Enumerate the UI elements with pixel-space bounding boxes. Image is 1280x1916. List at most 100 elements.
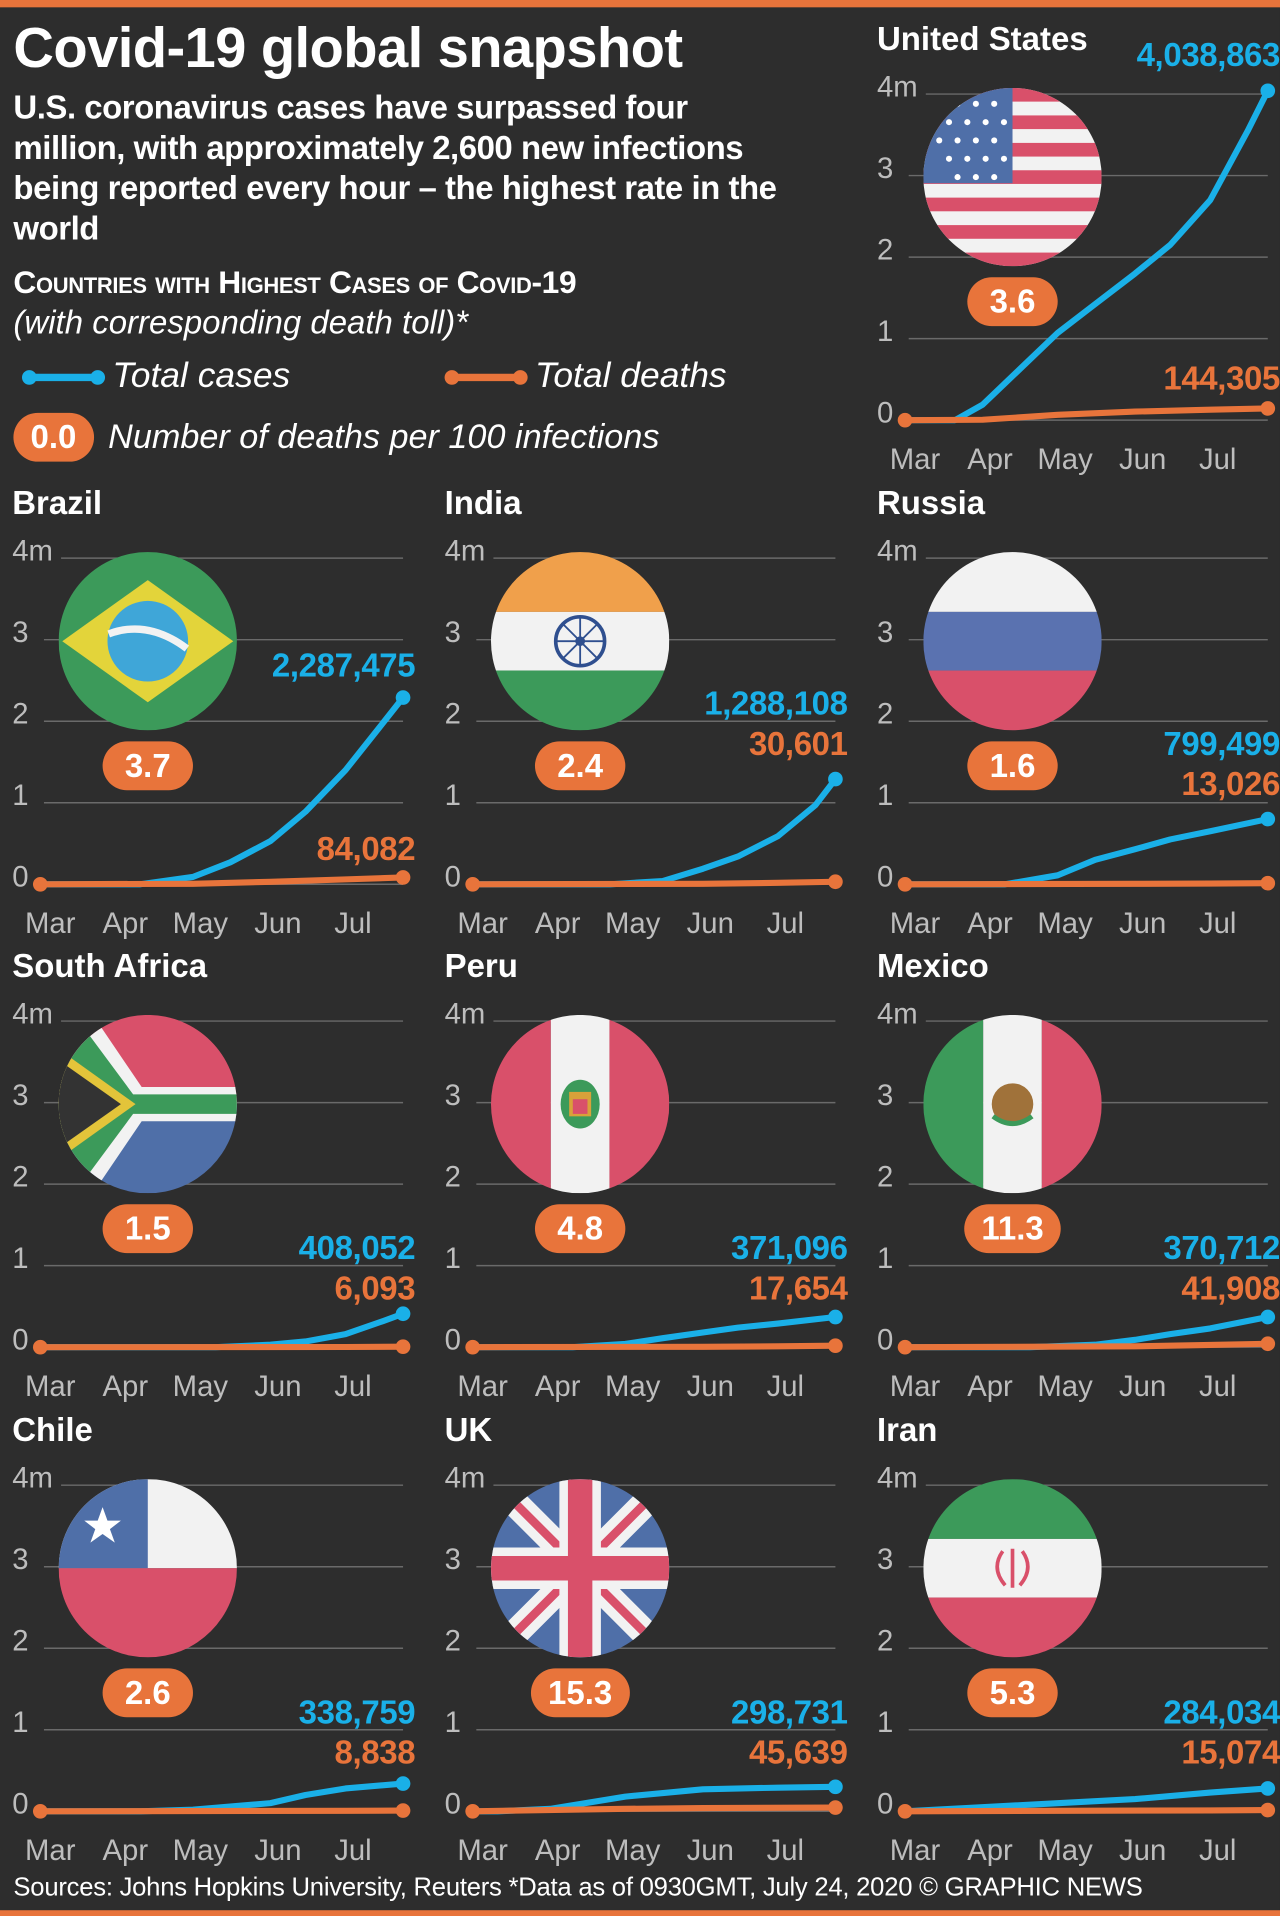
south-africa-flag-icon	[58, 1014, 237, 1194]
deaths-start-point	[32, 1339, 48, 1355]
x-tick-label: Jun	[1119, 907, 1166, 940]
chart-panel-uk: UK 0 1 2 3 4m Mar Apr May Jun Jul 15.3 298,731 45…	[445, 1408, 850, 1872]
death-rate-badge: 15.3	[530, 1668, 630, 1718]
chart-panel-united-states: United States 0 1 2 3 4m Mar Apr May Jun Jul 3.6 …	[877, 17, 1280, 481]
x-tick-label: May	[173, 907, 229, 940]
top-accent-bar	[0, 0, 1280, 8]
y-tick-label: 2	[12, 1625, 28, 1658]
y-tick-label: 4m	[12, 1462, 53, 1495]
subtitle: U.S. coronavirus cases have surpassed fo…	[13, 89, 777, 247]
x-tick-label: Apr	[967, 1370, 1013, 1403]
country-title: Brazil	[12, 484, 103, 522]
chart-lines	[465, 1779, 843, 1819]
cases-end-point	[1260, 83, 1276, 99]
y-tick-label: 4m	[877, 70, 918, 103]
x-tick-label: Jun	[254, 1834, 301, 1867]
cases-end-point	[395, 1306, 411, 1322]
cases-line	[901, 815, 1271, 888]
x-tick-label: May	[605, 907, 661, 940]
x-tick-label: Jun	[687, 907, 734, 940]
x-tick-label: Apr	[535, 1370, 581, 1403]
death-rate-badge: 11.3	[964, 1204, 1061, 1254]
deaths-line	[469, 1342, 839, 1351]
deaths-line	[901, 1807, 1271, 1815]
y-tick-label: 3	[12, 1543, 28, 1576]
chart-panel-south-africa: South Africa 0 1 2 3 4m Mar Apr May Jun Jul 1.5 4…	[12, 944, 417, 1408]
deaths-value-label: 45,639	[748, 1734, 848, 1771]
x-tick-label: May	[1037, 907, 1093, 940]
x-tick-label: Mar	[890, 1834, 941, 1867]
y-tick-label: 3	[12, 616, 28, 649]
x-tick-label: May	[173, 1370, 229, 1403]
cases-end-point	[395, 1776, 411, 1791]
chart-panel-chile: Chile 0 1 2 3 4m Mar Apr May Jun Jul 2.6 338,759 …	[12, 1408, 417, 1872]
x-tick-label: Mar	[457, 1834, 508, 1867]
chart-panel-russia: Russia 0 1 2 3 4m Mar Apr May Jun Jul 1.6 799,499…	[877, 481, 1280, 945]
deaths-value-label: 8,838	[334, 1734, 416, 1771]
deaths-start-point	[465, 1339, 480, 1355]
chart-lines	[897, 83, 1276, 428]
deaths-start-point	[897, 412, 913, 428]
deaths-value-label: 6,093	[334, 1270, 416, 1307]
legend-rate-label: Number of deaths per 100 infections	[108, 417, 660, 456]
y-tick-label: 0	[12, 861, 28, 894]
x-tick-label: Jul	[767, 1370, 804, 1403]
x-tick-label: Mar	[25, 907, 76, 940]
deaths-end-point	[395, 1803, 411, 1818]
rate-badge-example: 0.0	[13, 412, 94, 462]
x-tick-label: Jun	[687, 1834, 734, 1867]
chart-lines	[32, 1776, 411, 1819]
deaths-end-point	[1260, 1802, 1276, 1818]
chart-lines	[897, 1781, 1276, 1819]
cases-end-point	[395, 690, 411, 705]
country-title: Chile	[12, 1411, 93, 1449]
x-tick-label: Jul	[334, 907, 371, 940]
x-tick-label: Jul	[1199, 1370, 1236, 1403]
deaths-line	[469, 878, 839, 888]
cases-end-point	[1260, 811, 1276, 827]
x-tick-label: Mar	[890, 1370, 941, 1403]
x-tick-label: Apr	[103, 1834, 149, 1867]
chart-grid: 0 1 2 3 4m Mar Apr May Jun Jul	[877, 535, 1268, 940]
y-tick-label: 3	[445, 1543, 461, 1576]
y-tick-label: 4m	[12, 535, 53, 568]
x-tick-label: Apr	[967, 443, 1013, 476]
cases-value-label: 4,038,863	[1136, 36, 1280, 74]
y-tick-label: 0	[877, 1788, 893, 1821]
y-tick-label: 0	[445, 1324, 461, 1357]
y-tick-label: 2	[445, 1161, 461, 1194]
x-tick-label: Apr	[103, 907, 149, 940]
cases-line	[469, 776, 839, 888]
country-title: South Africa	[12, 947, 208, 985]
deaths-value-label: 13,026	[1181, 765, 1280, 803]
deaths-start-point	[32, 1803, 48, 1819]
cases-line	[901, 1785, 1271, 1815]
x-tick-label: Jul	[1199, 443, 1236, 476]
deaths-line	[469, 1804, 839, 1815]
deaths-end-point	[1260, 1336, 1276, 1352]
y-tick-label: 2	[877, 698, 893, 731]
death-rate-badge: 3.6	[967, 277, 1058, 327]
y-tick-label: 1	[877, 315, 893, 348]
cases-value-label: 799,499	[1163, 725, 1280, 763]
y-tick-label: 1	[12, 1242, 28, 1275]
x-tick-label: May	[605, 1834, 661, 1867]
x-tick-label: Jul	[334, 1834, 371, 1867]
x-tick-label: Jul	[334, 1370, 371, 1403]
death-rate-badge: 1.5	[102, 1204, 193, 1254]
cases-value-label: 338,759	[298, 1694, 416, 1731]
death-rate-badge: 2.6	[102, 1668, 193, 1718]
deaths-line	[37, 1807, 407, 1815]
chart-panel-india: India 0 1 2 3 4m Mar Apr May Jun Jul 2.4 1,288,10…	[445, 481, 850, 945]
deaths-start-point	[32, 876, 48, 892]
y-tick-label: 4m	[877, 535, 918, 568]
chile-flag-icon	[58, 1479, 237, 1658]
chart-panel-iran: Iran 0 1 2 3 4m Mar Apr May Jun Jul 5.3 284,034 1…	[877, 1408, 1280, 1872]
cases-line-icon	[21, 369, 106, 385]
y-tick-label: 4m	[445, 535, 486, 568]
iran-flag-icon	[923, 1479, 1102, 1658]
x-tick-label: May	[605, 1370, 661, 1403]
deaths-end-point	[1260, 875, 1276, 891]
y-tick-label: 1	[12, 779, 28, 812]
